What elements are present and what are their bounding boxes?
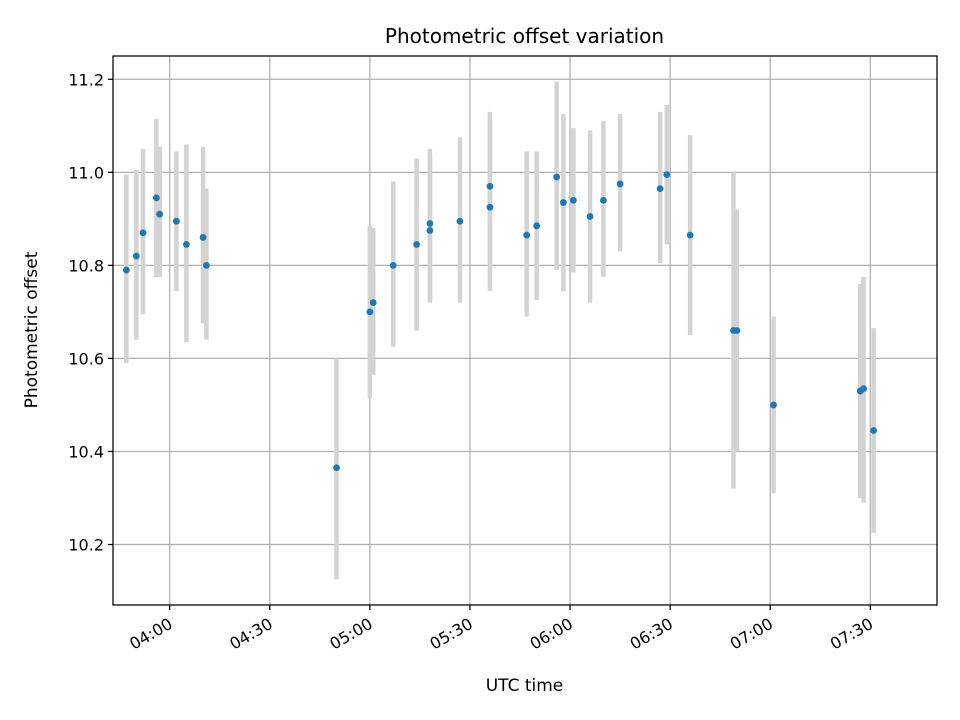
y-tick-label: 10.4 — [68, 442, 104, 461]
data-point — [389, 261, 397, 269]
x-axis: 04:00 04:30 05:00 05:30 06:00 06:30 07:00 07:30 — [126, 605, 876, 654]
x-tick-label: 07:00 — [727, 614, 776, 654]
x-tick-label: 07:30 — [827, 614, 876, 654]
x-tick-label: 06:30 — [627, 614, 676, 654]
data-point — [182, 241, 190, 248]
grid — [113, 56, 937, 605]
data-point — [770, 401, 777, 409]
data-point — [559, 199, 567, 206]
data-point — [656, 185, 664, 192]
data-point — [122, 266, 130, 274]
y-tick-label: 10.2 — [68, 536, 104, 555]
data-point — [426, 220, 434, 227]
data-points — [122, 171, 878, 472]
y-axis-label: Photometric offset — [22, 251, 42, 408]
y-tick-label: 11.2 — [68, 70, 104, 89]
data-point — [152, 194, 160, 202]
x-axis-label: UTC time — [486, 676, 564, 696]
plot-frame — [112, 55, 938, 606]
error-bars — [124, 81, 876, 580]
data-point — [413, 241, 420, 248]
y-tick-label: 11.0 — [68, 163, 104, 182]
data-point — [199, 234, 207, 241]
data-point — [486, 182, 494, 190]
data-point — [139, 229, 147, 237]
data-point — [553, 173, 561, 181]
data-point — [366, 308, 374, 316]
x-tick-label: 05:30 — [427, 614, 476, 654]
data-point — [533, 222, 541, 230]
data-point — [156, 210, 164, 218]
y-tick-label: 10.8 — [68, 256, 104, 275]
data-point — [523, 231, 531, 239]
data-point — [333, 464, 340, 472]
data-point — [456, 217, 464, 225]
y-tick-label: 10.6 — [68, 349, 104, 368]
data-point — [172, 217, 180, 225]
data-point — [132, 252, 140, 260]
data-point — [203, 261, 210, 269]
data-point — [586, 213, 594, 220]
data-point — [663, 171, 671, 179]
chart-title: Photometric offset variation — [385, 24, 664, 48]
y-axis: 10.2 10.4 10.6 10.8 11.0 11.2 — [68, 70, 113, 555]
data-point — [870, 427, 878, 434]
data-point — [860, 385, 868, 393]
data-point — [686, 231, 694, 239]
data-point — [426, 227, 434, 234]
data-point — [616, 180, 624, 188]
data-point — [569, 196, 577, 204]
x-tick-label: 05:00 — [326, 614, 375, 654]
data-point — [733, 327, 741, 334]
x-tick-label: 04:30 — [226, 614, 275, 654]
x-tick-label: 06:00 — [527, 614, 576, 654]
data-point — [599, 196, 607, 204]
data-point — [486, 203, 494, 211]
x-tick-label: 04:00 — [126, 614, 175, 654]
data-point — [369, 299, 377, 306]
